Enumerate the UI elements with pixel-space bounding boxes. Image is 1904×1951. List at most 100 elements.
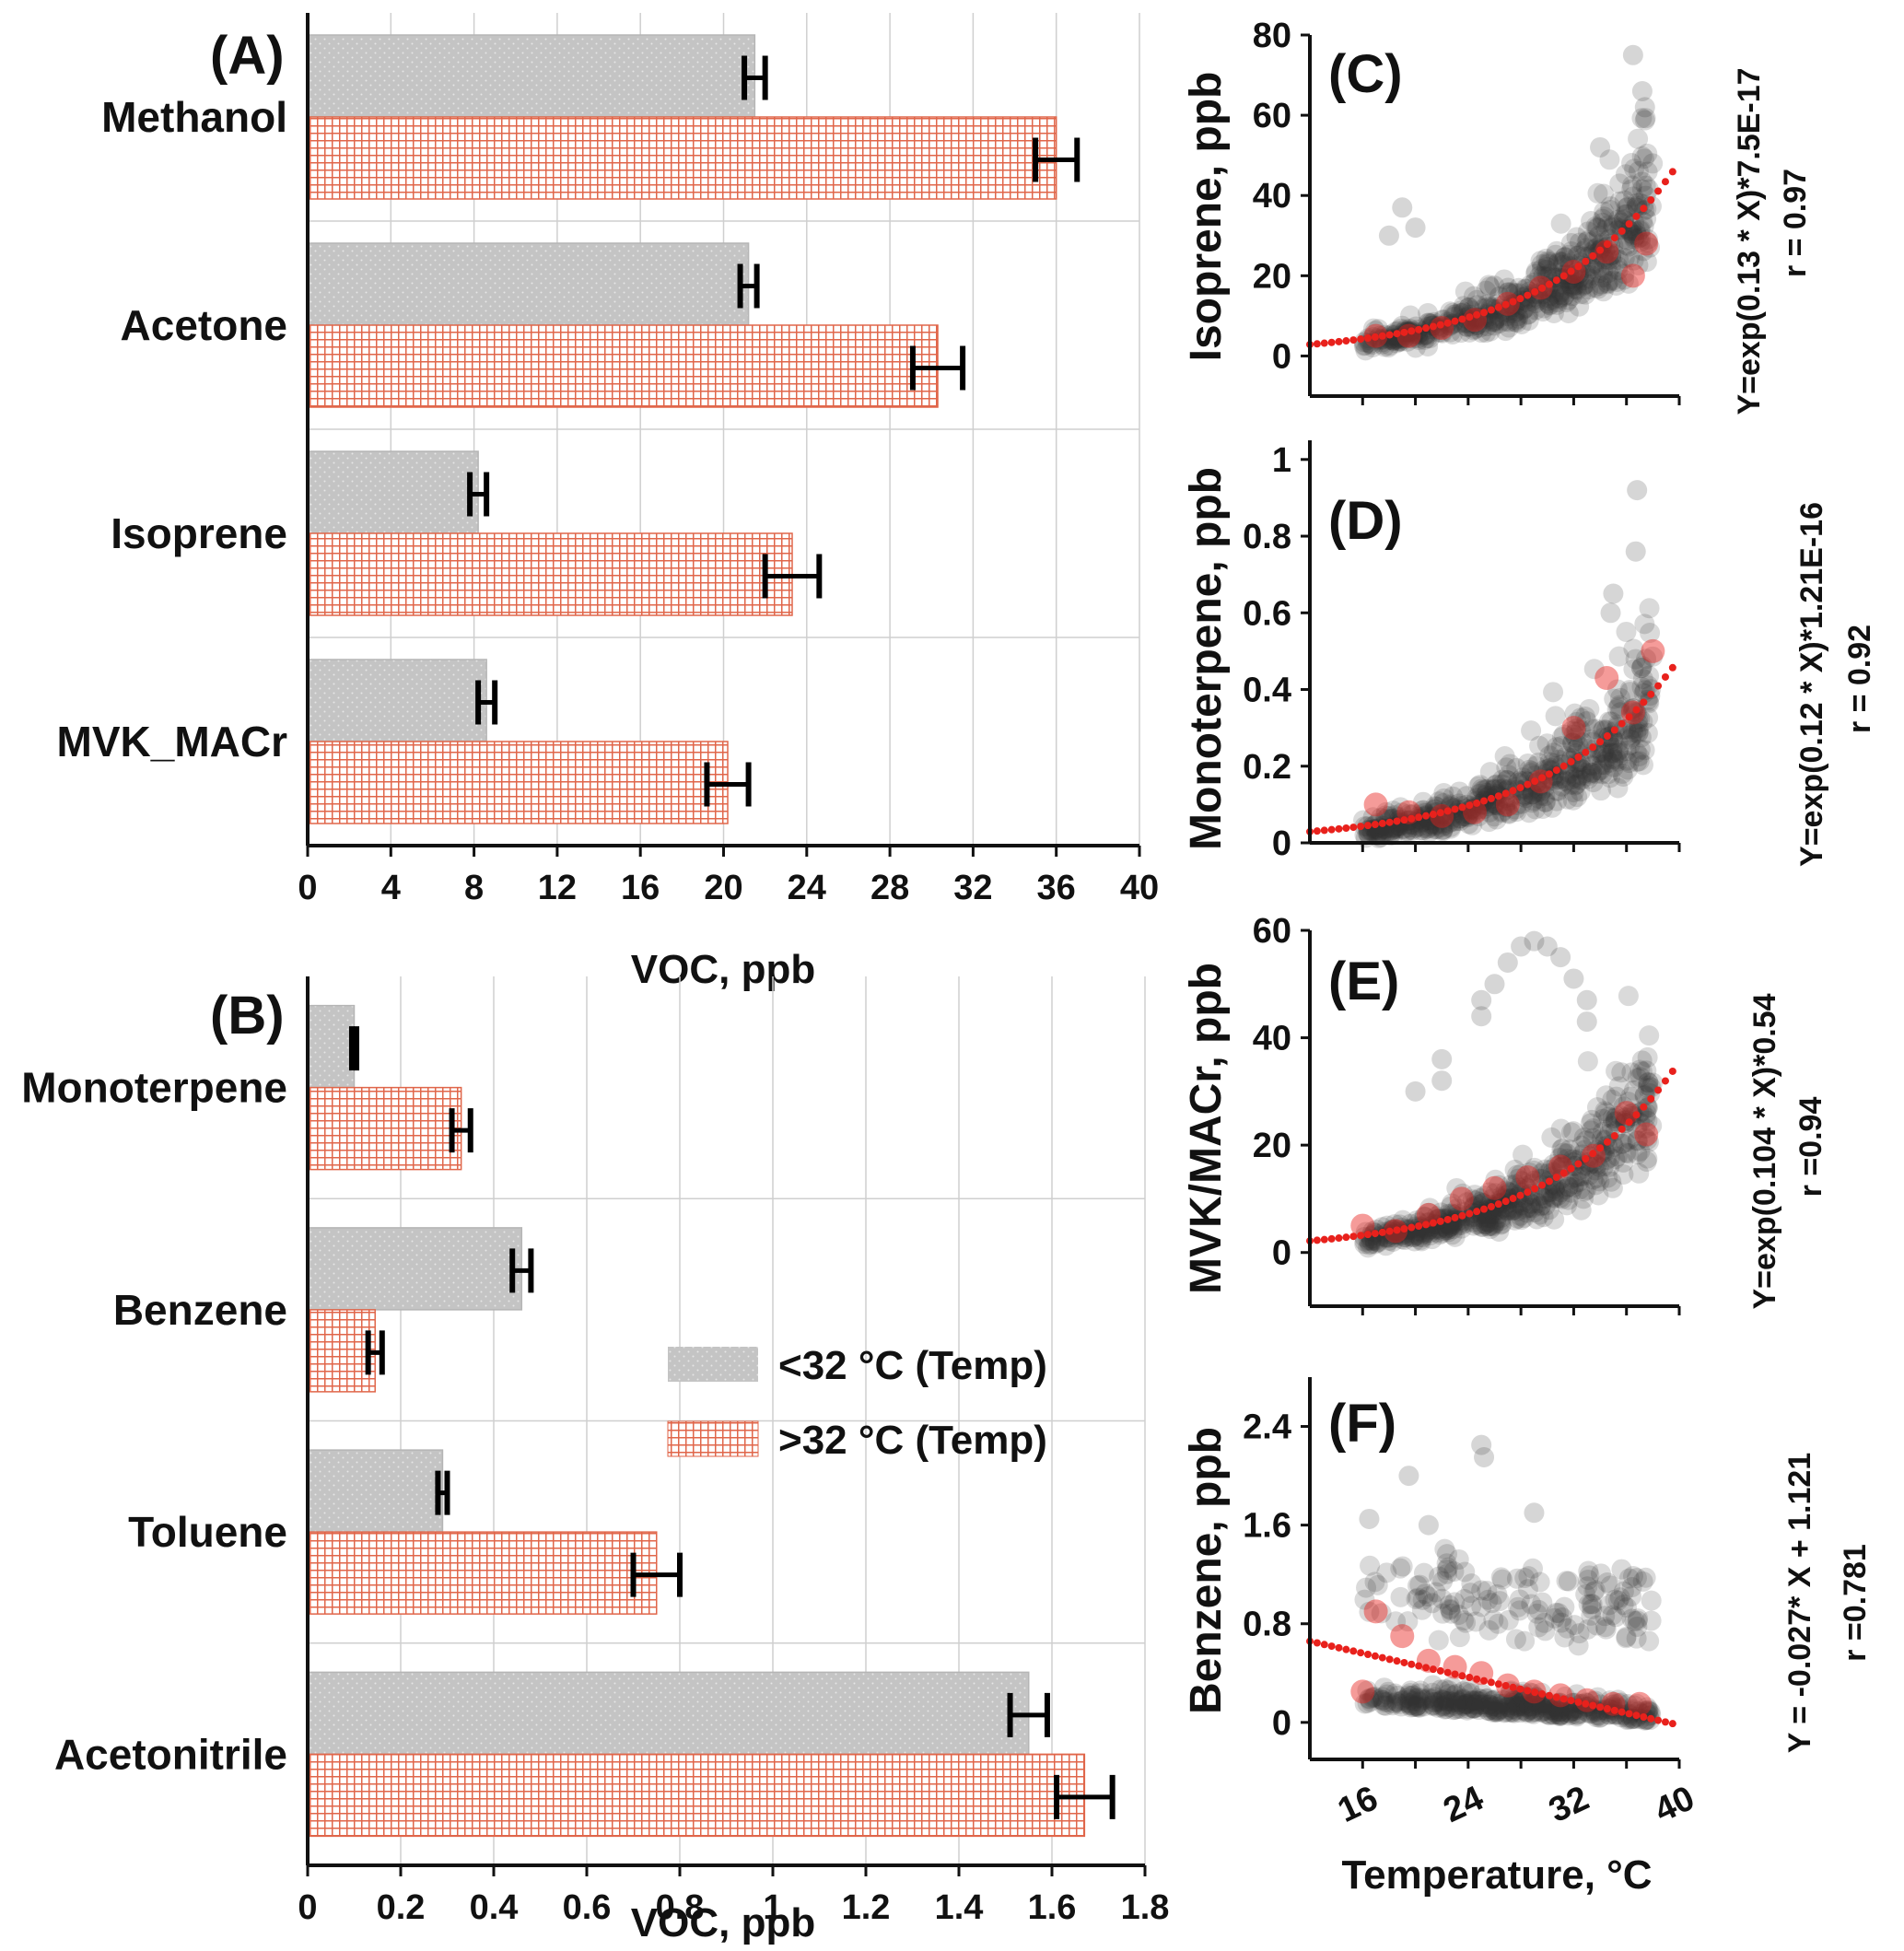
- panel-b-tick-label: 0.8: [656, 1888, 705, 1927]
- panel-c-point: [1484, 310, 1505, 332]
- panel-d-point: [1578, 768, 1599, 789]
- panel-b-tick-label: 1: [763, 1888, 782, 1927]
- panel-f-point: [1399, 1689, 1420, 1711]
- panel-e-point: [1548, 1185, 1569, 1206]
- panel-e-point: [1621, 1062, 1642, 1083]
- panel-f-point: [1536, 1700, 1558, 1722]
- panel-c-point: [1551, 285, 1572, 306]
- panel-f-point: [1509, 1589, 1530, 1610]
- panel-c-point: [1559, 252, 1580, 274]
- panel-f-point: [1578, 1569, 1599, 1590]
- panel-f-point: [1585, 1707, 1606, 1728]
- panel-d-fit-dot: [1393, 817, 1401, 825]
- panel-f-y-tick-label: 0: [1272, 1704, 1291, 1743]
- panel-f-point: [1537, 1698, 1559, 1719]
- panel-d-point: [1629, 745, 1650, 766]
- panel-f-point: [1403, 1690, 1424, 1712]
- panel-c-point: [1624, 158, 1645, 180]
- panel-e-point: [1515, 1198, 1536, 1220]
- panel-c-point: [1565, 278, 1586, 299]
- panel-d-point: [1458, 813, 1479, 835]
- panel-e-fit-dot: [1603, 1138, 1611, 1146]
- panel-f-point: [1443, 1685, 1465, 1706]
- panel-e-point: [1463, 1203, 1484, 1224]
- panel-f-point: [1564, 1615, 1585, 1636]
- panel-d-fit-dot: [1545, 770, 1553, 778]
- panel-d-point: [1441, 818, 1462, 839]
- panel-f-point: [1406, 1589, 1427, 1610]
- panel-e-point: [1439, 1217, 1460, 1238]
- panel-d-point: [1478, 812, 1500, 833]
- panel-d-point: [1366, 824, 1387, 846]
- panel-c-point: [1618, 196, 1639, 217]
- panel-d-point: [1637, 722, 1658, 743]
- panel-f-point: [1410, 1680, 1431, 1701]
- legend-label-below: <32 °C (Temp): [778, 1343, 1047, 1388]
- panel-a-tick-label: 8: [464, 869, 484, 907]
- panel-c-point: [1518, 304, 1539, 325]
- panel-c-point: [1637, 228, 1658, 250]
- panel-d-point: [1571, 759, 1593, 780]
- panel-f-point: [1581, 1594, 1602, 1615]
- panel-e-point: [1569, 1149, 1590, 1170]
- panel-c-point: [1606, 271, 1628, 292]
- panel-c-point: [1482, 311, 1503, 333]
- panel-b-bars: [307, 1004, 1086, 1838]
- panel-c-fit-dot: [1632, 212, 1641, 220]
- panel-d-point: [1478, 801, 1500, 823]
- panel-e-point: [1414, 1206, 1435, 1227]
- panel-c-point: [1585, 216, 1606, 237]
- panel-f-point: [1359, 1688, 1380, 1709]
- panel-f-point: [1481, 1690, 1502, 1712]
- panel-f-point: [1513, 1691, 1534, 1712]
- panel-f-point: [1375, 1695, 1396, 1716]
- panel-e-point: [1575, 1179, 1596, 1200]
- panel-f-point: [1535, 1620, 1556, 1641]
- panel-e-point: [1478, 1216, 1500, 1237]
- panel-e-point: [1489, 1221, 1510, 1242]
- panel-c-point: [1624, 227, 1645, 248]
- panel-e-point: [1452, 1183, 1473, 1204]
- panel-f-point: [1469, 1694, 1490, 1715]
- panel-d-fit-dot: [1647, 690, 1655, 698]
- panel-f-fit-dot: [1574, 1698, 1583, 1706]
- panel-d-point: [1582, 762, 1603, 783]
- panel-c-point: [1633, 148, 1654, 169]
- panel-d-point: [1628, 718, 1649, 739]
- panel-f-point: [1499, 1688, 1520, 1709]
- panel-d-point: [1537, 758, 1559, 779]
- panel-e-point: [1641, 1116, 1663, 1137]
- panel-d-point: [1499, 803, 1520, 824]
- panel-d-point: [1479, 762, 1501, 783]
- panel-d-fit-dot: [1567, 757, 1575, 765]
- panel-d: 00.20.40.60.81 (D) Monoterpene, ppb Y=ex…: [1182, 440, 1877, 867]
- panel-c-point: [1536, 256, 1558, 277]
- panel-f-point: [1508, 1696, 1529, 1717]
- panel-f-fit-dot: [1349, 1647, 1358, 1655]
- panel-a-label: (A): [210, 26, 285, 86]
- panel-f-point: [1434, 1678, 1455, 1700]
- panel-c-point: [1507, 306, 1528, 327]
- panel-e-point: [1446, 1177, 1467, 1198]
- panel-c-point: [1631, 179, 1653, 200]
- panel-e-point: [1544, 1209, 1565, 1230]
- panel-d-fit-dot: [1668, 663, 1676, 672]
- panel-c-point: [1629, 231, 1651, 252]
- panel-c-point: [1630, 219, 1652, 240]
- panel-f-point: [1483, 1689, 1504, 1711]
- panel-f-point: [1516, 1697, 1537, 1718]
- panel-d-binned-mean: [1641, 638, 1665, 663]
- panel-e-point: [1581, 1120, 1602, 1141]
- panel-f-point: [1357, 1680, 1378, 1701]
- panel-e-fit-dot: [1625, 1118, 1633, 1127]
- panel-d-point: [1612, 763, 1633, 784]
- panel-c-point: [1561, 276, 1583, 298]
- panel-d-point: [1595, 719, 1617, 741]
- panel-f-x-tick-label: 16: [1332, 1779, 1384, 1830]
- panel-a-category-label: Isoprene: [111, 509, 287, 557]
- panel-f-point: [1431, 1588, 1453, 1609]
- panel-d-fit-dot: [1487, 794, 1495, 802]
- panel-c-point: [1577, 229, 1598, 251]
- panel-d-point: [1553, 724, 1574, 745]
- panel-d-point: [1600, 752, 1621, 773]
